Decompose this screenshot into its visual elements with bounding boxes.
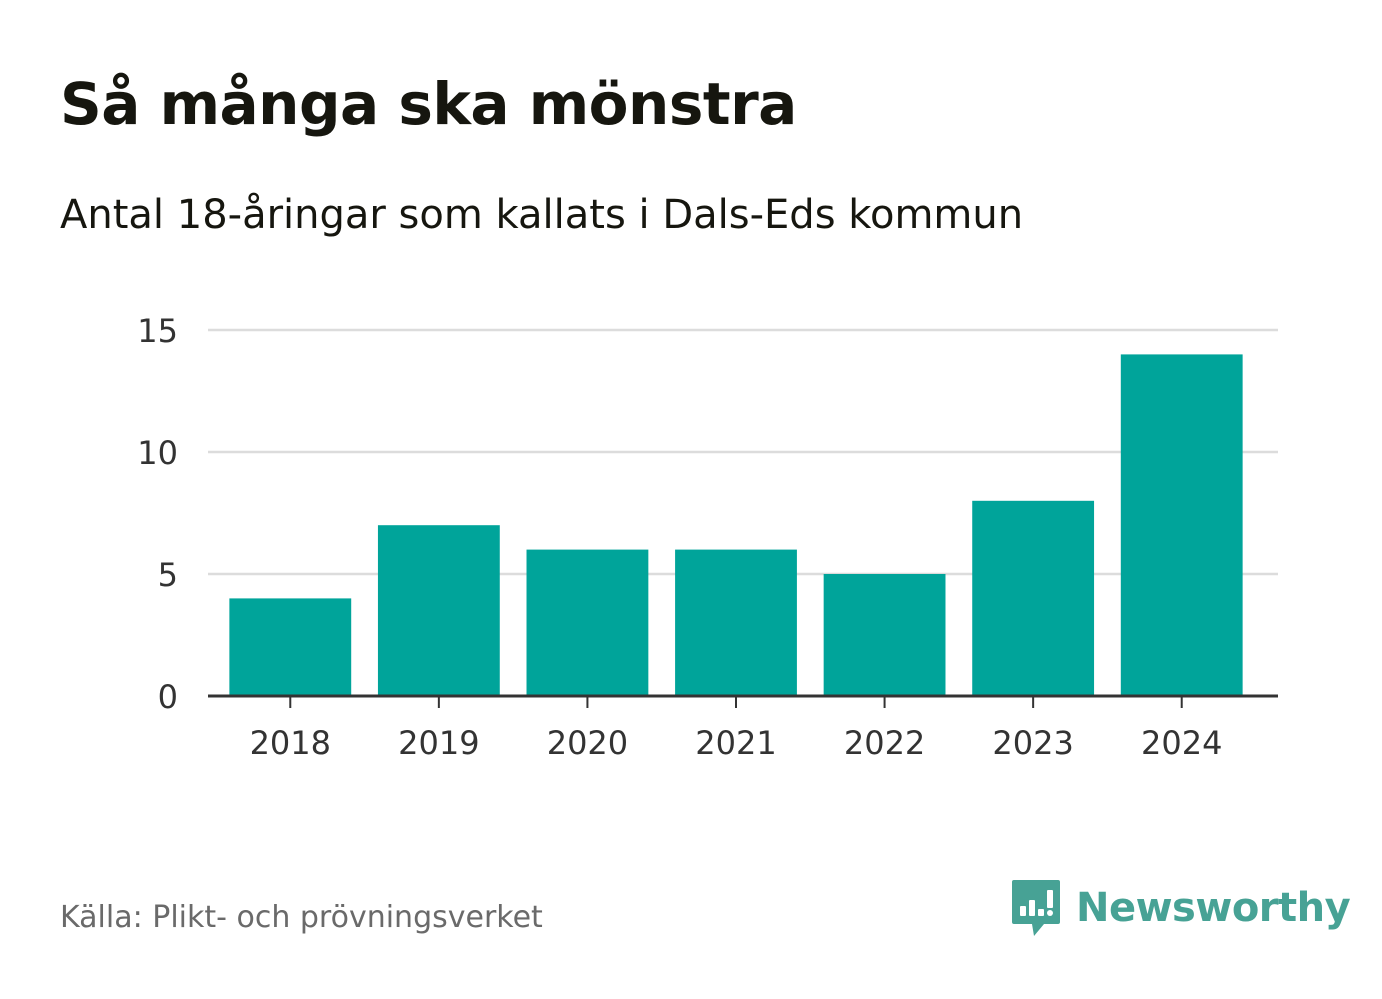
x-tick-label: 2023: [992, 724, 1073, 762]
bar: [229, 598, 352, 696]
bar: [675, 549, 797, 696]
x-tick-label: 2024: [1141, 724, 1222, 762]
x-tick-label: 2018: [250, 724, 331, 762]
bar: [1120, 354, 1243, 696]
brand-logo: Newsworthy: [1010, 878, 1351, 938]
chart-subtitle: Antal 18-åringar som kallats i Dals-Eds …: [60, 192, 1024, 238]
x-tick-label: 2020: [547, 724, 628, 762]
chart-title: Så många ska mönstra: [60, 70, 797, 138]
bar: [526, 549, 649, 696]
x-tick-label: 2021: [695, 724, 776, 762]
bar: [823, 574, 946, 696]
brand-name: Newsworthy: [1076, 885, 1351, 931]
y-tick-label: 0: [158, 678, 178, 716]
bar: [972, 500, 1095, 696]
y-tick-label: 5: [158, 556, 178, 594]
y-tick-label: 15: [137, 312, 178, 350]
newsworthy-logo-icon: [1012, 880, 1060, 936]
y-tick-label: 10: [137, 434, 178, 472]
bar: [377, 525, 500, 696]
x-tick-label: 2019: [398, 724, 479, 762]
x-tick-label: 2022: [844, 724, 925, 762]
source-note: Källa: Plikt- och prövningsverket: [60, 900, 543, 935]
